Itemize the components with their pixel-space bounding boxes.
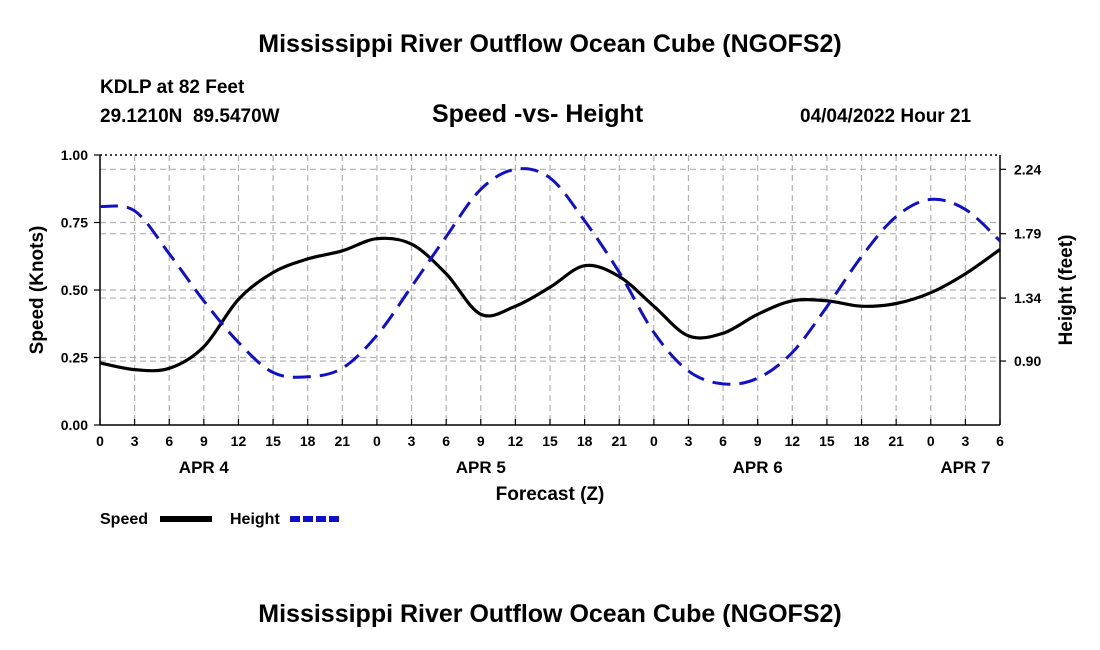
x-tick-label: 12 bbox=[508, 433, 524, 449]
footer-title: Mississippi River Outflow Ocean Cube (NG… bbox=[258, 600, 842, 628]
x-tick-label: 9 bbox=[754, 433, 762, 449]
x-tick-label: 3 bbox=[685, 433, 693, 449]
y-axis-right-label: Height (feet) bbox=[1056, 235, 1077, 346]
legend-label-height: Height bbox=[230, 511, 280, 528]
legend-label-speed: Speed bbox=[100, 511, 148, 528]
chart-title: Mississippi River Outflow Ocean Cube (NG… bbox=[258, 30, 842, 58]
series-line-speed bbox=[99, 236, 1001, 373]
x-tick-label: 0 bbox=[96, 433, 104, 449]
x-axis-label: Forecast (Z) bbox=[496, 484, 605, 505]
x-tick-label: 18 bbox=[577, 433, 593, 449]
x-tick-label: 15 bbox=[265, 433, 281, 449]
x-tick-label: 6 bbox=[165, 433, 173, 449]
x-tick-label: 3 bbox=[131, 433, 139, 449]
x-tick-label: 0 bbox=[373, 433, 381, 449]
x-tick-label: 15 bbox=[819, 433, 835, 449]
x-tick-label: 6 bbox=[442, 433, 450, 449]
x-tick-label: 12 bbox=[231, 433, 247, 449]
y-right-tick-label: 1.79 bbox=[1014, 226, 1041, 242]
day-label: APR 6 bbox=[733, 458, 783, 477]
x-tick-label: 12 bbox=[785, 433, 801, 449]
day-label: APR 5 bbox=[456, 458, 506, 477]
x-tick-label: 21 bbox=[335, 433, 351, 449]
series-line-height bbox=[99, 167, 1002, 386]
x-tick-label: 6 bbox=[719, 433, 727, 449]
x-tick-label: 0 bbox=[650, 433, 658, 449]
y-left-tick-label: 0.00 bbox=[61, 417, 88, 433]
day-label: APR 4 bbox=[179, 458, 230, 477]
y-right-tick-label: 0.90 bbox=[1014, 353, 1041, 369]
x-tick-label: 18 bbox=[854, 433, 870, 449]
y-axis-left-label: Speed (Knots) bbox=[27, 226, 48, 355]
x-tick-label: 15 bbox=[542, 433, 558, 449]
y-left-tick-label: 0.25 bbox=[61, 350, 88, 366]
x-tick-label: 21 bbox=[611, 433, 627, 449]
station-label: KDLP at 82 Feet bbox=[100, 77, 245, 98]
datetime-label: 04/04/2022 Hour 21 bbox=[800, 106, 972, 127]
y-left-tick-label: 0.75 bbox=[61, 215, 88, 231]
x-tick-label: 0 bbox=[927, 433, 935, 449]
x-tick-label: 6 bbox=[996, 433, 1004, 449]
x-tick-label: 9 bbox=[200, 433, 208, 449]
x-tick-label: 18 bbox=[300, 433, 316, 449]
x-tick-label: 3 bbox=[408, 433, 416, 449]
x-tick-label: 9 bbox=[477, 433, 485, 449]
chart-subtitle: Speed -vs- Height bbox=[432, 100, 644, 128]
coordinates-label: 29.1210N 89.5470W bbox=[100, 106, 280, 127]
x-tick-label: 3 bbox=[961, 433, 969, 449]
y-left-tick-label: 1.00 bbox=[61, 147, 88, 163]
x-tick-label: 21 bbox=[888, 433, 904, 449]
y-right-tick-label: 1.34 bbox=[1014, 290, 1041, 306]
y-right-tick-label: 2.24 bbox=[1014, 161, 1041, 177]
day-label: APR 7 bbox=[940, 458, 990, 477]
y-left-tick-label: 0.50 bbox=[61, 282, 88, 298]
